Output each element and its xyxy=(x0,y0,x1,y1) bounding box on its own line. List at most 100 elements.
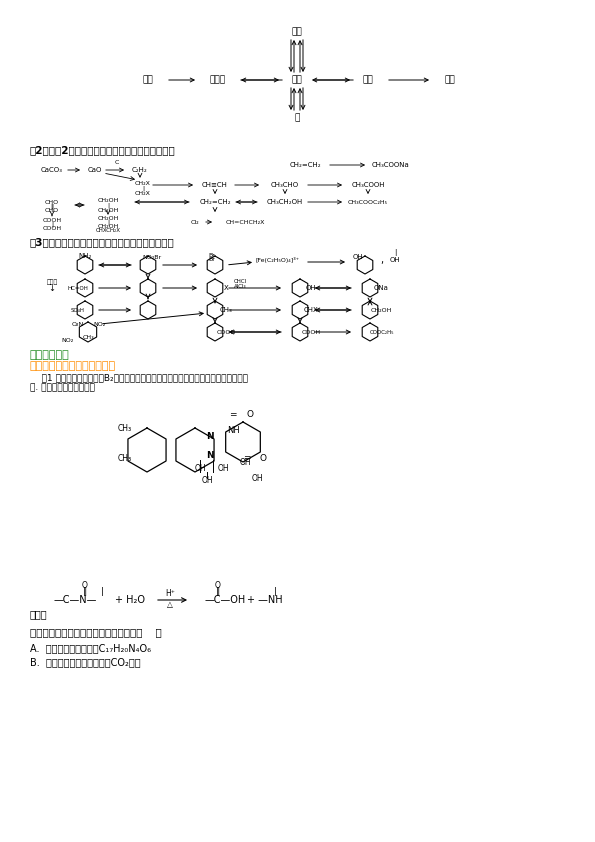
Text: CH₂X: CH₂X xyxy=(135,180,151,185)
Text: 已知：: 已知： xyxy=(30,609,48,619)
Text: 有关核黄素的下列说法中，不正确的是（    ）: 有关核黄素的下列说法中，不正确的是（ ） xyxy=(30,627,162,637)
Text: CH₂=CH₂: CH₂=CH₂ xyxy=(199,199,231,205)
Text: CH₂OH: CH₂OH xyxy=(98,207,118,212)
Text: 烯烃: 烯烃 xyxy=(292,28,302,36)
Text: ‖: ‖ xyxy=(83,587,87,595)
Text: O: O xyxy=(259,454,267,462)
Text: CH₂X: CH₂X xyxy=(135,190,151,195)
Text: CH₃CHO: CH₃CHO xyxy=(271,182,299,188)
Text: CH₂OH: CH₂OH xyxy=(98,216,118,221)
Text: 主烯: 主烯 xyxy=(292,76,302,84)
Text: CH≡CH: CH≡CH xyxy=(202,182,228,188)
Text: COOH: COOH xyxy=(302,329,321,334)
Text: CH₂OH: CH₂OH xyxy=(98,223,118,228)
Text: CH₂=CH₂: CH₂=CH₂ xyxy=(289,162,321,168)
Text: ‖: ‖ xyxy=(51,203,54,209)
Text: CaO: CaO xyxy=(88,167,102,173)
Text: OH: OH xyxy=(251,473,263,482)
Text: ONa: ONa xyxy=(374,285,389,291)
Text: =: = xyxy=(229,411,237,419)
Text: |: | xyxy=(51,221,53,226)
Text: COOH: COOH xyxy=(42,226,61,231)
Text: ↓: ↓ xyxy=(49,284,55,292)
Text: |: | xyxy=(101,587,104,595)
Text: △: △ xyxy=(167,600,173,610)
Text: C: C xyxy=(115,159,119,164)
Text: N: N xyxy=(206,431,214,440)
Text: 【典型例题】: 【典型例题】 xyxy=(30,350,70,360)
Text: |: | xyxy=(107,202,109,208)
Text: ,: , xyxy=(380,255,384,265)
Text: CH₃CH₂OH: CH₃CH₂OH xyxy=(267,199,303,205)
Text: OH: OH xyxy=(306,285,317,291)
Text: NH₂: NH₂ xyxy=(79,253,92,259)
Text: OH: OH xyxy=(217,463,229,472)
Text: HC=OH: HC=OH xyxy=(68,285,89,290)
Text: N: N xyxy=(206,450,214,460)
Text: CH=CHCH₂X: CH=CHCH₂X xyxy=(226,220,265,225)
Text: CaCO₃: CaCO₃ xyxy=(41,167,63,173)
Text: C₂H₂: C₂H₂ xyxy=(132,167,148,173)
Text: OH: OH xyxy=(194,463,206,472)
Text: 例1 核黄素又称为维生素B₂，可促进发育和细胞再生，有利于增进视力，减轻眼睛疲: 例1 核黄素又称为维生素B₂，可促进发育和细胞再生，有利于增进视力，减轻眼睛疲 xyxy=(30,374,248,382)
Text: OH: OH xyxy=(353,254,364,260)
Text: ‖: ‖ xyxy=(216,587,220,595)
Text: + H₂O: + H₂O xyxy=(115,595,145,605)
Text: |: | xyxy=(107,219,109,225)
Text: OH: OH xyxy=(239,457,251,466)
Text: CH₃: CH₃ xyxy=(118,454,132,462)
Text: 催化剂: 催化剂 xyxy=(46,280,58,285)
Text: CH₃: CH₃ xyxy=(118,424,132,433)
Text: 主醇: 主醇 xyxy=(362,76,374,84)
Text: H⁺: H⁺ xyxy=(165,589,175,598)
Text: NO₂: NO₂ xyxy=(61,338,73,343)
Text: 卤代烃: 卤代烃 xyxy=(210,76,226,84)
Text: Br: Br xyxy=(209,257,215,262)
Text: CHO: CHO xyxy=(45,207,59,212)
Text: CHXCH₂X: CHXCH₂X xyxy=(96,227,121,232)
Text: CH₂OH: CH₂OH xyxy=(98,198,118,202)
Text: AlCl₃: AlCl₃ xyxy=(234,284,246,289)
Text: O₂N: O₂N xyxy=(72,322,84,327)
Text: （3）掌握含苯环的烃及其烃的衍生物的相互转化。: （3）掌握含苯环的烃及其烃的衍生物的相互转化。 xyxy=(30,237,175,247)
Text: NO₂Br: NO₂Br xyxy=(142,254,162,259)
Text: OH: OH xyxy=(390,257,400,263)
Text: —C—N—: —C—N— xyxy=(54,595,96,605)
Text: COOH: COOH xyxy=(42,217,61,222)
Text: （2）掌握2个碳原子的烃及烃的衍生物的相互转化: （2）掌握2个碳原子的烃及烃的衍生物的相互转化 xyxy=(30,145,176,155)
Text: A.  该化合物的分子式为C₁₇H₂₀N₄O₆: A. 该化合物的分子式为C₁₇H₂₀N₄O₆ xyxy=(30,643,151,653)
Text: CH₃COONa: CH₃COONa xyxy=(371,162,409,168)
Text: 醛: 醛 xyxy=(295,114,300,122)
Text: CH₃: CH₃ xyxy=(220,307,233,313)
Text: 炔烃: 炔烃 xyxy=(444,76,455,84)
Text: O: O xyxy=(215,580,221,589)
Text: CHCl: CHCl xyxy=(233,279,246,284)
Text: CH₃COOH: CH₃COOH xyxy=(351,182,385,188)
Text: COOH: COOH xyxy=(217,329,236,334)
Text: O: O xyxy=(246,409,253,418)
Text: O: O xyxy=(82,580,88,589)
Text: —C—OH: —C—OH xyxy=(204,595,246,605)
Text: B.  酸性条件下加热水解，有CO₂生成: B. 酸性条件下加热水解，有CO₂生成 xyxy=(30,657,140,667)
Text: CHO: CHO xyxy=(45,200,59,205)
Text: CH₃COOC₂H₅: CH₃COOC₂H₅ xyxy=(348,200,388,205)
Text: NH: NH xyxy=(227,425,239,434)
Text: OH: OH xyxy=(201,476,213,484)
Text: + —NH: + —NH xyxy=(247,595,283,605)
Text: NO₂: NO₂ xyxy=(94,322,106,327)
Text: |: | xyxy=(394,248,396,255)
Text: CH₃: CH₃ xyxy=(82,334,94,339)
Text: CH₂OH: CH₂OH xyxy=(370,307,392,312)
Text: 劳. 核黄素分子的结构为：: 劳. 核黄素分子的结构为： xyxy=(30,383,95,392)
Text: X: X xyxy=(224,285,228,291)
Text: |: | xyxy=(142,185,144,191)
Text: CHX: CHX xyxy=(303,307,318,313)
Text: Br: Br xyxy=(209,253,215,258)
Text: COOC₂H₅: COOC₂H₅ xyxy=(369,329,394,334)
Text: Cl₂: Cl₂ xyxy=(190,220,199,225)
Text: [Fe(C₂H₅O)₄]³⁺: [Fe(C₂H₅O)₄]³⁺ xyxy=(256,257,300,263)
Text: =: = xyxy=(243,454,250,462)
Text: 烷烃: 烷烃 xyxy=(143,76,154,84)
Text: SO₄H: SO₄H xyxy=(71,307,85,312)
Text: 类型一、官能团的结构与性质: 类型一、官能团的结构与性质 xyxy=(30,361,116,371)
